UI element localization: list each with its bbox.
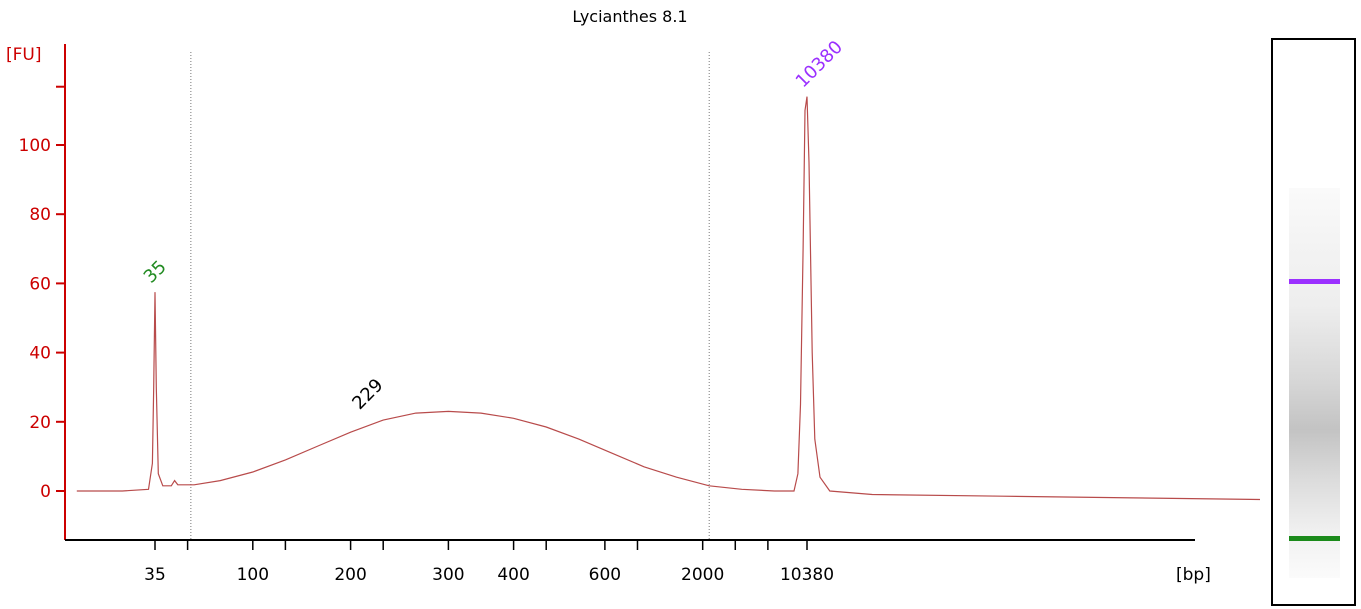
y-tick-label: 20 <box>29 413 51 433</box>
x-tick-label: 10380 <box>780 565 834 585</box>
peak-label: 10380 <box>792 37 847 92</box>
x-tick-label: 400 <box>497 565 529 585</box>
gel-band-lower-marker <box>1289 536 1340 541</box>
y-tick-label: 100 <box>19 136 51 156</box>
y-tick-label: 40 <box>29 344 51 364</box>
gel-band-upper-marker <box>1289 279 1340 284</box>
peak-label: 35 <box>140 257 171 288</box>
peak-label: 229 <box>348 375 387 414</box>
x-tick-label: 600 <box>589 565 621 585</box>
x-tick-label: 35 <box>144 565 166 585</box>
x-tick-label: 300 <box>432 565 464 585</box>
x-tick-label: 2000 <box>681 565 724 585</box>
x-tick-label: 200 <box>334 565 366 585</box>
gel-image <box>1271 38 1356 606</box>
peak-labels: 35 229 10380 <box>140 37 847 414</box>
x-tick-label: 100 <box>237 565 269 585</box>
x-axis-label: [bp] <box>1176 565 1211 585</box>
y-tick-label: 80 <box>29 205 51 225</box>
y-tick-label: 60 <box>29 274 51 294</box>
y-axis-label: [FU] <box>6 45 42 65</box>
electropherogram-chart: Lycianthes 8.1 [FU] [bp] 0 20 40 60 80 100 35 1… <box>6 7 1260 585</box>
region-markers <box>190 52 710 540</box>
y-tick-label: 0 <box>40 482 51 502</box>
axes: 0 20 40 60 80 100 35 100 200 300 400 600 2000 10380 <box>19 44 1195 585</box>
gel-lane <box>1289 188 1340 578</box>
series-traces <box>76 96 1260 501</box>
series-line <box>76 96 1260 501</box>
chart-title: Lycianthes 8.1 <box>572 7 687 26</box>
